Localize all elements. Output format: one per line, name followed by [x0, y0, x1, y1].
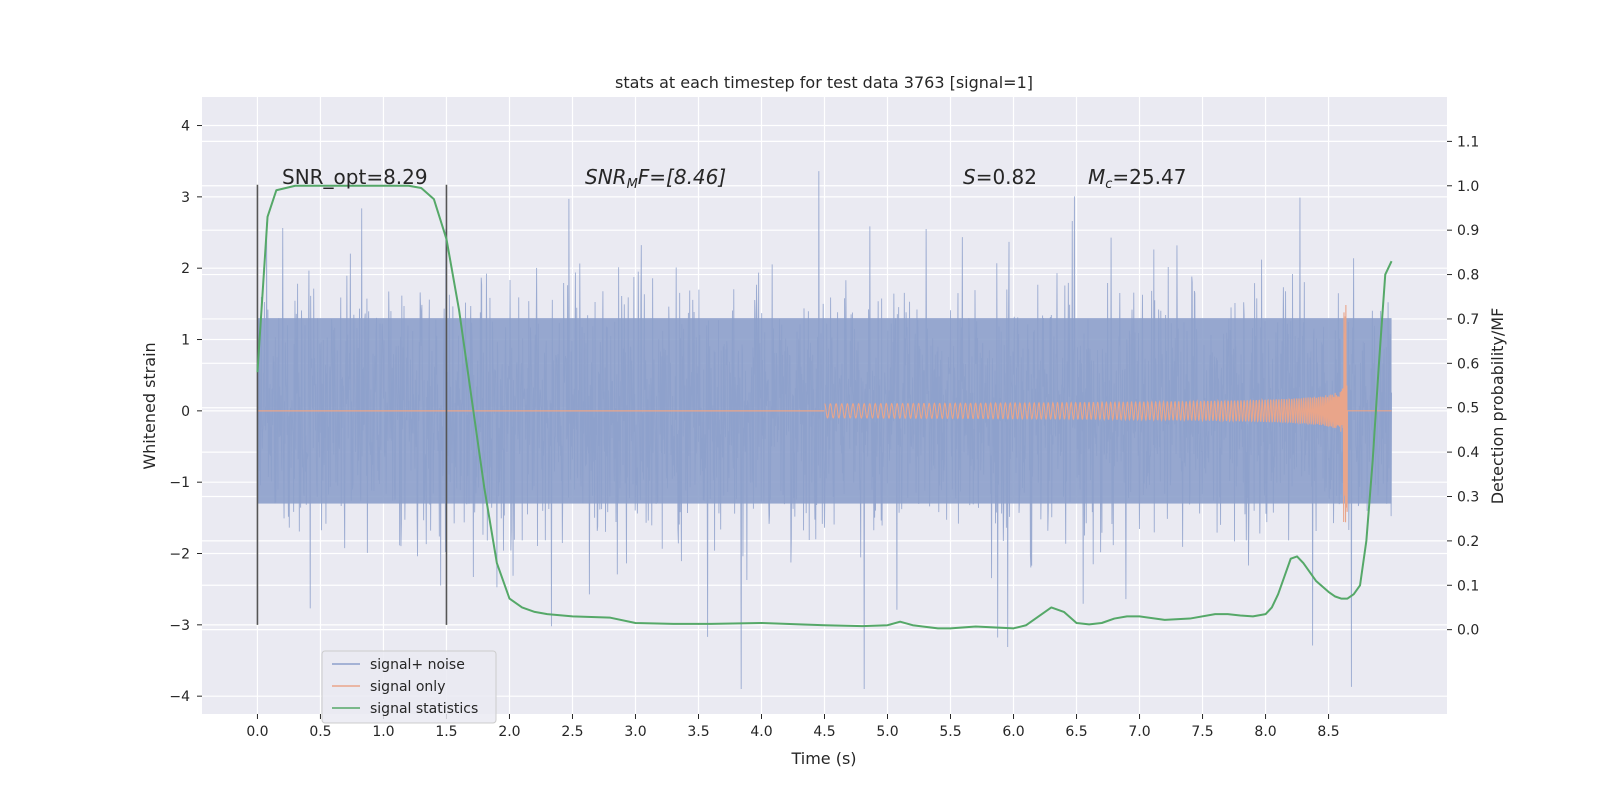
- x-tick-label-14: 7.0: [1128, 724, 1150, 740]
- x-tick-label-13: 6.5: [1065, 724, 1087, 740]
- y2-tick-label-7: 0.7: [1457, 312, 1479, 328]
- y2-tick-label-2: 0.2: [1457, 534, 1479, 550]
- y-tick-label-6: 2: [181, 261, 190, 277]
- y-axis-ticks: −4 −3 −2 −1 0 1 2 3 4: [169, 119, 202, 705]
- window-markers: [256, 184, 448, 625]
- y-tick-label-4: 0: [181, 404, 190, 420]
- x-tick-label-16: 8.0: [1254, 724, 1276, 740]
- annotation-snr-mf-base: SNR: [585, 165, 627, 189]
- annotation-s-var: S: [963, 165, 976, 189]
- annotation-snr-mf: SNRMF=[8.46]: [585, 165, 726, 192]
- y2-tick-label-6: 0.6: [1457, 356, 1479, 372]
- x-tick-label-0: 0.0: [246, 724, 268, 740]
- x-tick-label-15: 7.5: [1191, 724, 1213, 740]
- x-tick-label-5: 2.5: [561, 724, 583, 740]
- annotation-mc-base: M: [1088, 165, 1105, 189]
- x-tick-label-6: 3.0: [624, 724, 646, 740]
- x-tick-label-17: 8.5: [1317, 724, 1339, 740]
- signal-only-series: [257, 305, 1392, 523]
- annotation-snr-opt: SNR_opt=8.29: [282, 165, 428, 189]
- y-axis-label: Whitened strain: [140, 342, 159, 469]
- y2-tick-label-1: 0.1: [1457, 578, 1479, 594]
- x-tick-label-11: 5.5: [939, 724, 961, 740]
- y-tick-label-8: 4: [181, 119, 190, 135]
- legend-label-signal-only: signal only: [370, 679, 445, 695]
- y2-tick-label-3: 0.3: [1457, 489, 1479, 505]
- legend-label-signal-statistics: signal statistics: [370, 701, 478, 717]
- legend-label-signal-noise: signal+ noise: [370, 657, 465, 673]
- annotation-s: S=0.82: [963, 165, 1037, 189]
- x-tick-label-7: 3.5: [687, 724, 709, 740]
- y2-tick-label-11: 1.1: [1457, 134, 1479, 150]
- x-tick-label-1: 0.5: [309, 724, 331, 740]
- annotation-snr-mf-rest: F=[8.46]: [638, 165, 726, 189]
- y-tick-label-1: −3: [169, 618, 190, 634]
- x-tick-label-4: 2.0: [498, 724, 520, 740]
- y2-tick-label-8: 0.8: [1457, 268, 1479, 284]
- y-tick-label-3: −1: [169, 475, 190, 491]
- annotation-snr-mf-sub: M: [627, 177, 638, 192]
- y2-tick-label-4: 0.4: [1457, 445, 1479, 461]
- x-tick-label-12: 6.0: [1002, 724, 1024, 740]
- legend: signal+ noise signal only signal statist…: [321, 650, 497, 724]
- y-tick-label-7: 3: [181, 190, 190, 206]
- x-tick-label-3: 1.5: [435, 724, 457, 740]
- signal-statistics-line: [256, 184, 1393, 630]
- x-tick-label-10: 5.0: [876, 724, 898, 740]
- y-tick-label-5: 1: [181, 333, 190, 349]
- chart-title: stats at each timestep for test data 376…: [615, 73, 1033, 92]
- y2-tick-label-0: 0.0: [1457, 623, 1479, 639]
- signal-only-line: [824, 305, 1392, 523]
- y2-axis-ticks: 0.0 0.1 0.2 0.3 0.4 0.5 0.6 0.7 0.8 0.9 1.0 1.1: [1447, 134, 1479, 639]
- y-tick-label-2: −2: [169, 547, 190, 563]
- y-tick-label-0: −4: [169, 689, 190, 705]
- annotation-mc-sub: c: [1105, 177, 1112, 192]
- annotation-mc-rest: =25.47: [1112, 165, 1186, 189]
- annotation-mc: Mc=25.47: [1088, 165, 1186, 192]
- legend-box: [321, 650, 497, 724]
- y2-tick-label-9: 0.9: [1457, 223, 1479, 239]
- x-tick-label-2: 1.0: [372, 724, 394, 740]
- y2-tick-label-10: 1.0: [1457, 179, 1479, 195]
- signal-statistics-series: [256, 184, 1393, 630]
- y2-tick-label-5: 0.5: [1457, 401, 1479, 417]
- x-tick-label-8: 4.0: [750, 724, 772, 740]
- y2-axis-label: Detection probability/MF: [1488, 308, 1507, 505]
- x-tick-label-9: 4.5: [813, 724, 835, 740]
- x-axis-ticks: 0.0 0.5 1.0 1.5 2.0 2.5 3.0 3.5 4.0 4.5 5.0 5.5 6.0 6…: [246, 714, 1340, 740]
- x-axis-label: Time (s): [790, 749, 856, 768]
- annotation-s-rest: =0.82: [976, 165, 1037, 189]
